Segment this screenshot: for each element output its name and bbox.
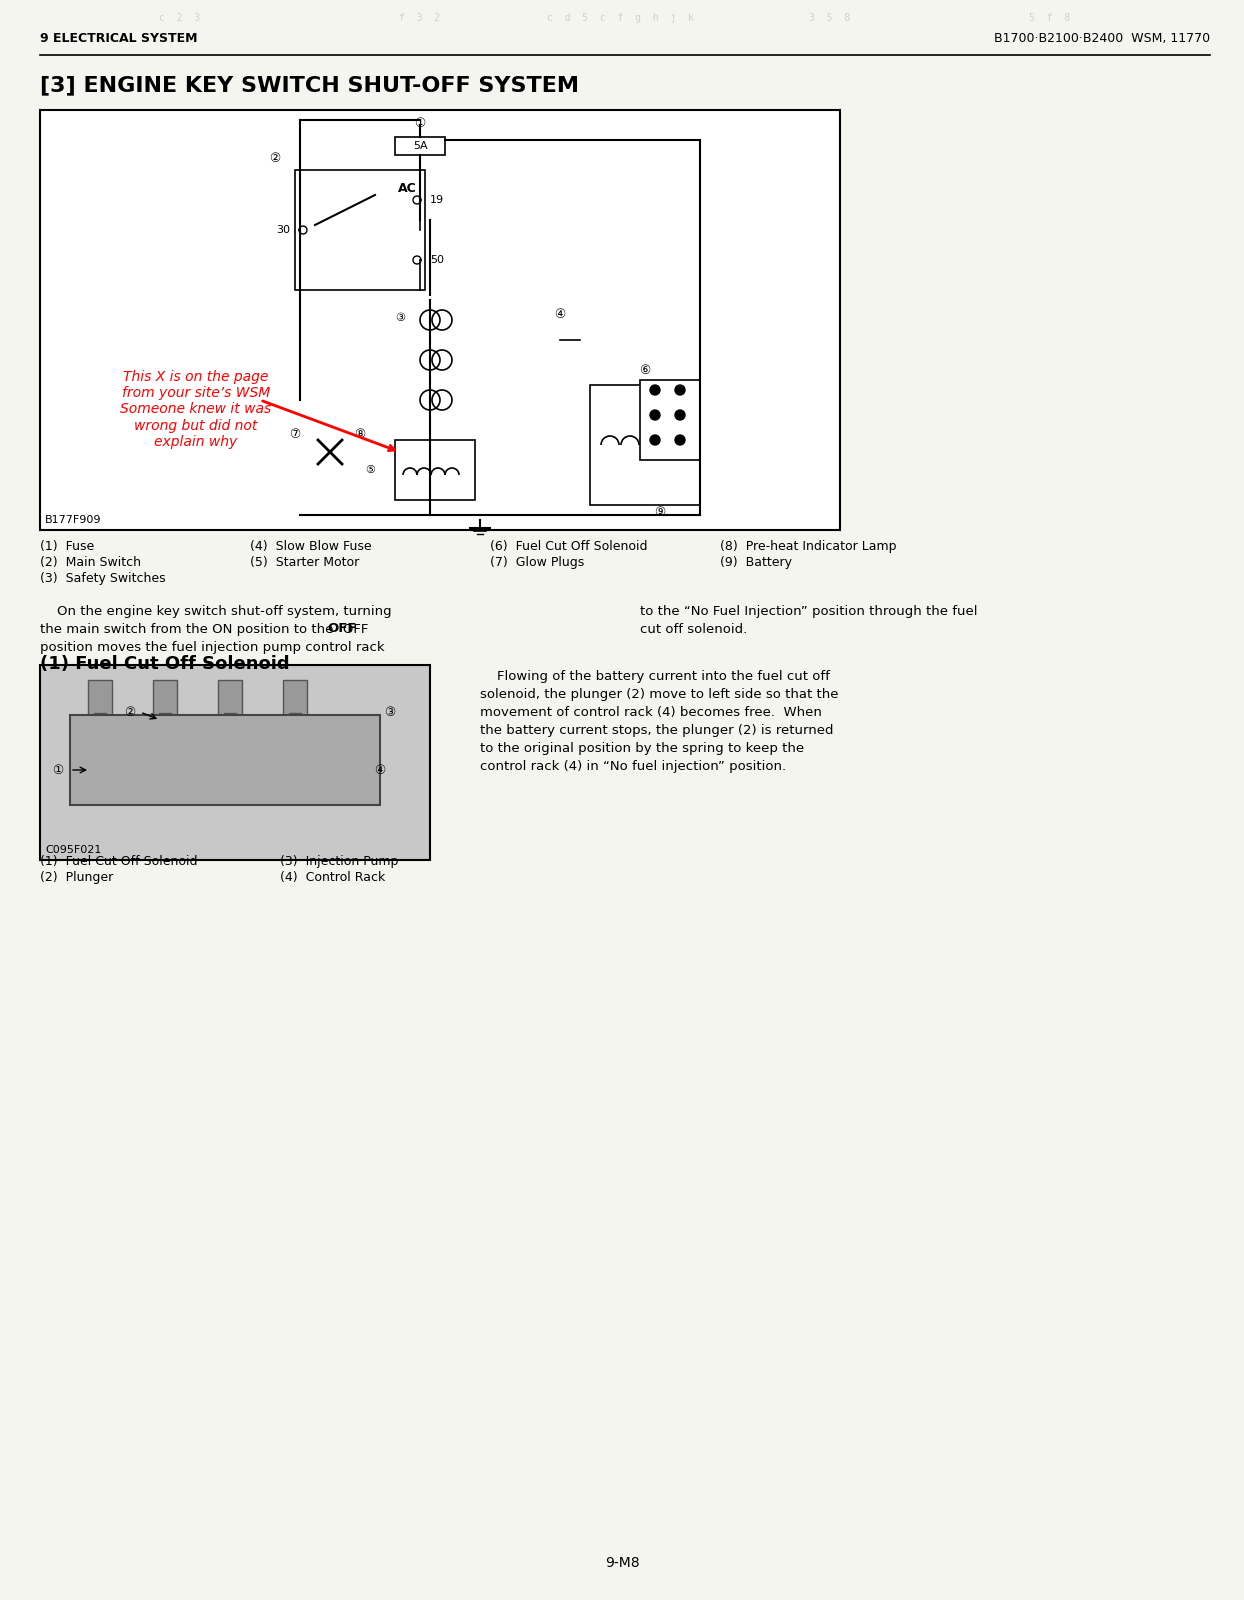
Bar (590, 386, 700, 506)
Bar (224, 714, 236, 734)
Text: 5  f  8: 5 f 8 (1030, 13, 1071, 22)
Text: 30: 30 (276, 226, 290, 235)
Text: ①: ① (414, 117, 425, 130)
Text: f  3  2: f 3 2 (399, 13, 440, 22)
Bar (40, 666, 430, 861)
Bar (289, 714, 301, 734)
Text: (7)  Glow Plugs: (7) Glow Plugs (490, 557, 585, 570)
Text: (1) Fuel Cut Off Solenoid: (1) Fuel Cut Off Solenoid (40, 654, 290, 674)
Text: ②: ② (269, 152, 280, 165)
Circle shape (651, 435, 661, 445)
Text: (9)  Battery: (9) Battery (720, 557, 792, 570)
Text: 5A: 5A (413, 141, 427, 150)
Bar (153, 680, 177, 715)
Circle shape (651, 410, 661, 419)
Text: ③: ③ (384, 706, 396, 718)
Bar (40, 110, 840, 530)
Bar (88, 680, 112, 715)
Text: ⑤: ⑤ (364, 466, 374, 475)
Text: (2)  Main Switch: (2) Main Switch (40, 557, 141, 570)
Text: ⑨: ⑨ (654, 506, 666, 518)
Text: 3  5  8: 3 5 8 (810, 13, 851, 22)
Text: (4)  Slow Blow Fuse: (4) Slow Blow Fuse (250, 541, 372, 554)
Bar (218, 680, 243, 715)
Text: to the “No Fuel Injection” position through the fuel
cut off solenoid.: to the “No Fuel Injection” position thro… (639, 605, 978, 635)
Text: (8)  Pre-heat Indicator Lamp: (8) Pre-heat Indicator Lamp (720, 541, 897, 554)
Text: 9-M8: 9-M8 (605, 1555, 639, 1570)
Text: 19: 19 (430, 195, 444, 205)
Bar (295, 170, 425, 290)
Bar (95, 714, 106, 734)
Text: AC: AC (398, 182, 417, 195)
Bar (396, 440, 475, 499)
Text: B1700·B2100·B2400  WSM, 11770: B1700·B2100·B2400 WSM, 11770 (994, 32, 1210, 45)
Text: (4)  Control Rack: (4) Control Rack (280, 870, 386, 883)
Text: ④: ④ (555, 309, 566, 322)
Text: C095F021: C095F021 (45, 845, 101, 854)
Text: ③: ③ (396, 314, 406, 323)
Text: (1)  Fuse: (1) Fuse (40, 541, 95, 554)
Text: This X is on the page
from your site’s WSM
Someone knew it was
wrong but did not: This X is on the page from your site’s W… (119, 370, 271, 448)
Text: (3)  Safety Switches: (3) Safety Switches (40, 573, 165, 586)
Text: c  2  3: c 2 3 (159, 13, 200, 22)
Circle shape (675, 386, 685, 395)
Text: B177F909: B177F909 (45, 515, 102, 525)
Circle shape (675, 435, 685, 445)
Bar (639, 379, 700, 461)
Text: ⑥: ⑥ (639, 365, 651, 378)
Text: 50: 50 (430, 254, 444, 266)
Text: ②: ② (124, 706, 136, 718)
Bar (282, 680, 307, 715)
Text: Flowing of the battery current into the fuel cut off
solenoid, the plunger (2) m: Flowing of the battery current into the … (480, 670, 838, 773)
Text: (2)  Plunger: (2) Plunger (40, 870, 113, 883)
Text: On the engine key switch shut-off system, turning
the main switch from the ON po: On the engine key switch shut-off system… (40, 605, 392, 654)
Circle shape (675, 410, 685, 419)
Text: ⑧: ⑧ (355, 429, 366, 442)
Bar (159, 714, 170, 734)
Bar (396, 138, 445, 155)
Text: ④: ④ (374, 763, 386, 776)
Text: ⑦: ⑦ (290, 429, 301, 442)
Text: OFF: OFF (327, 622, 357, 635)
Text: [3] ENGINE KEY SWITCH SHUT-OFF SYSTEM: [3] ENGINE KEY SWITCH SHUT-OFF SYSTEM (40, 75, 578, 94)
Circle shape (651, 386, 661, 395)
Text: (1)  Fuel Cut Off Solenoid: (1) Fuel Cut Off Solenoid (40, 854, 198, 867)
Text: (6)  Fuel Cut Off Solenoid: (6) Fuel Cut Off Solenoid (490, 541, 647, 554)
Text: (3)  Injection Pump: (3) Injection Pump (280, 854, 398, 867)
Bar (70, 715, 379, 805)
Text: 9 ELECTRICAL SYSTEM: 9 ELECTRICAL SYSTEM (40, 32, 198, 45)
Text: ①: ① (52, 763, 63, 776)
Text: c  d  5  c  f  g  h  j  k: c d 5 c f g h j k (546, 13, 693, 22)
Text: (5)  Starter Motor: (5) Starter Motor (250, 557, 360, 570)
